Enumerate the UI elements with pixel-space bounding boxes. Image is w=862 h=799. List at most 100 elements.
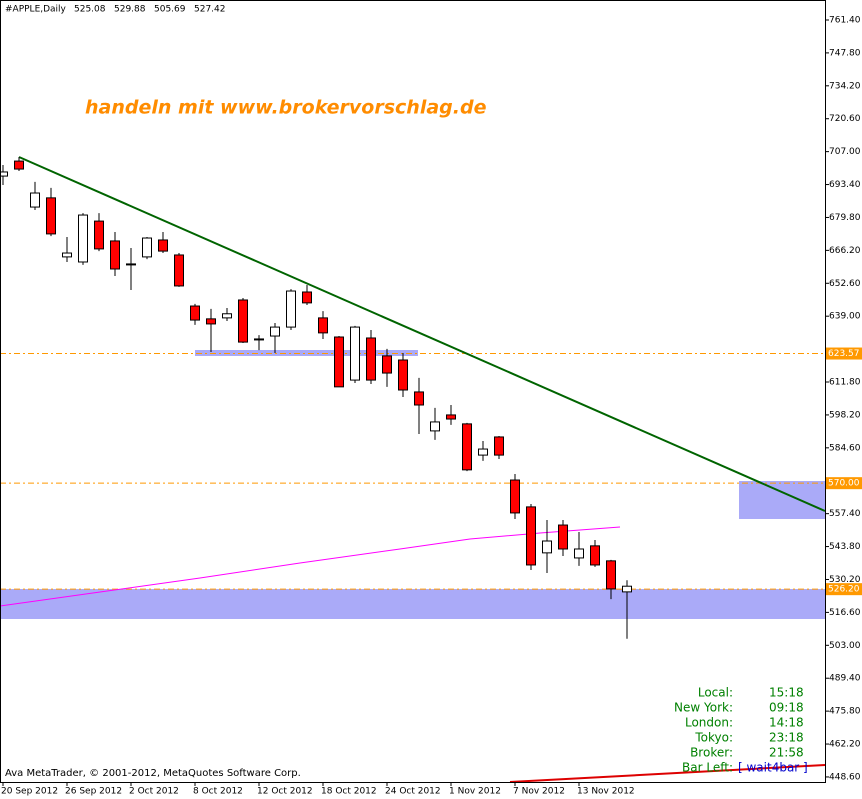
candle-body <box>238 299 248 343</box>
candle-body <box>14 160 24 170</box>
candle-body <box>526 506 536 566</box>
x-tick-label: 8 Oct 2012 <box>193 787 243 797</box>
candle-body <box>318 317 328 334</box>
candle-body <box>414 391 424 406</box>
candle-body <box>206 318 216 325</box>
candle-body <box>254 338 264 341</box>
clock-value: 21:58 <box>769 746 804 760</box>
clock-value: [ wait4bar ] <box>738 761 808 775</box>
candle-body <box>174 254 184 287</box>
candle-body <box>302 291 312 304</box>
x-tick-label: 26 Sep 2012 <box>65 787 122 797</box>
y-tick-label: 516.60 <box>829 608 861 618</box>
candle-body <box>446 414 456 420</box>
candles <box>0 156 632 639</box>
zone <box>195 350 418 356</box>
trendline <box>509 764 826 783</box>
candle-body <box>366 337 376 381</box>
x-tick-label: 20 Sep 2012 <box>1 787 58 797</box>
candle-body <box>606 560 616 590</box>
clock-label: New York: <box>674 701 733 715</box>
y-tick-label: 611.80 <box>829 378 861 388</box>
candle-body <box>622 585 632 593</box>
candle-body <box>542 540 552 554</box>
candle-body <box>62 252 72 258</box>
candle-body <box>78 214 88 263</box>
level-label-bg <box>826 583 862 596</box>
candle-body <box>0 171 8 177</box>
ohlc-high: 529.88 <box>114 5 146 15</box>
x-tick-label: 24 Oct 2012 <box>385 787 441 797</box>
y-tick-label: 693.40 <box>829 180 861 190</box>
footer: Ava MetaTrader, © 2001-2012, MetaQuotes … <box>5 768 301 779</box>
candle-body <box>94 220 104 250</box>
candle-body <box>142 237 152 258</box>
candle-body <box>462 423 472 471</box>
y-tick-label: 734.20 <box>829 81 861 91</box>
x-tick-label: 18 Oct 2012 <box>321 787 377 797</box>
chart-title: #APPLE,Daily <box>5 5 67 15</box>
y-tick-label: 584.60 <box>829 443 861 453</box>
y-tick-label: 462.20 <box>829 740 861 750</box>
candle-body <box>430 421 440 432</box>
y-tick-label: 543.80 <box>829 542 861 552</box>
y-tick-label: 557.40 <box>829 509 861 519</box>
clock-value: 23:18 <box>769 731 804 745</box>
ohlc-close: 527.42 <box>194 5 226 15</box>
y-tick-label: 530.20 <box>829 575 861 585</box>
y-tick-label: 720.60 <box>829 114 861 124</box>
candle-body <box>126 263 136 266</box>
candle-body <box>158 239 168 252</box>
candle-body <box>334 336 344 388</box>
candle-body <box>350 326 360 381</box>
y-tick-label: 489.40 <box>829 674 861 684</box>
y-tick-label: 679.80 <box>829 213 861 223</box>
y-tick-label: 598.20 <box>829 410 861 420</box>
clock-label: Bar Left: <box>682 761 733 775</box>
candle-body <box>590 545 600 566</box>
watermark: handeln mit www.brokervorschlag.de <box>85 97 487 119</box>
candle-body <box>286 290 296 328</box>
x-tick-label: 7 Nov 2012 <box>513 787 565 797</box>
candle-body <box>510 479 520 514</box>
y-tick-label: 639.00 <box>829 312 861 322</box>
candle-body <box>558 524 568 550</box>
y-tick-label: 707.00 <box>829 147 861 157</box>
level-label: 526.20 <box>828 585 860 595</box>
clock-value: 09:18 <box>769 701 804 715</box>
clock-label: Local: <box>698 686 733 700</box>
level-label: 623.57 <box>828 349 860 359</box>
y-tick-label: 666.20 <box>829 246 861 256</box>
clock-value: 15:18 <box>769 686 804 700</box>
level-label-bg <box>826 477 862 490</box>
y-tick-label: 652.60 <box>829 279 861 289</box>
levels <box>0 353 825 590</box>
candle-body <box>574 548 584 559</box>
y-tick-label: 448.60 <box>829 772 861 782</box>
candle-body <box>270 326 280 337</box>
y-tick-label: 503.00 <box>829 641 861 651</box>
x-tick-label: 2 Oct 2012 <box>129 787 179 797</box>
ohlc-low: 505.69 <box>154 5 186 15</box>
y-tick-label: 747.80 <box>829 48 861 58</box>
clock-value: 14:18 <box>769 716 804 730</box>
candle-body <box>222 313 232 319</box>
level-label-bg <box>826 347 862 360</box>
candle-body <box>110 240 120 270</box>
zone <box>739 481 825 519</box>
candle-body <box>30 192 40 208</box>
y-tick-label: 475.80 <box>829 707 861 717</box>
y-tick-label: 761.40 <box>829 15 861 25</box>
x-tick-label: 12 Oct 2012 <box>257 787 313 797</box>
clock-label: Broker: <box>690 746 733 760</box>
trendline <box>18 156 826 512</box>
candle-body <box>382 355 392 374</box>
ohlc-open: 525.08 <box>74 5 106 15</box>
candle-body <box>190 305 200 321</box>
x-tick-label: 1 Nov 2012 <box>449 787 501 797</box>
candle-body <box>46 197 56 235</box>
candle-body <box>398 359 408 391</box>
clock-label: London: <box>685 716 733 730</box>
clock-label: Tokyo: <box>694 731 733 745</box>
